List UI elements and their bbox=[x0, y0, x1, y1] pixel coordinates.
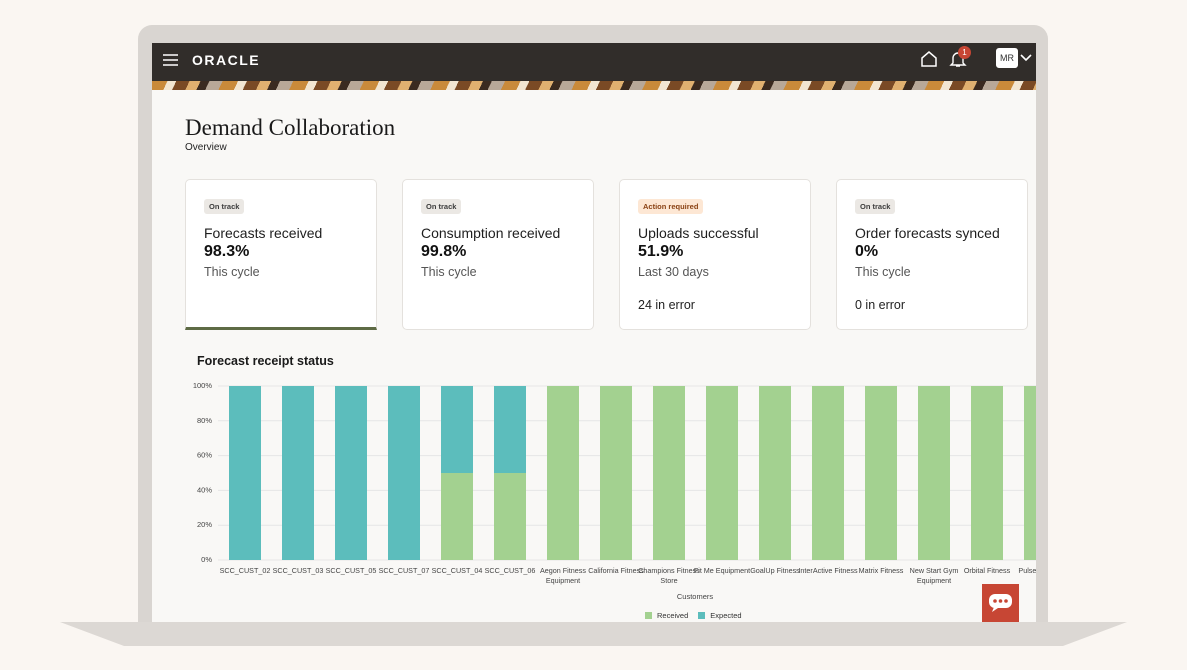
bar-segment bbox=[918, 386, 950, 560]
card-value: 0% bbox=[855, 243, 879, 260]
card-title: Uploads successful bbox=[638, 225, 759, 241]
y-tick-label: 60% bbox=[197, 451, 212, 460]
bar-segment bbox=[335, 386, 367, 560]
card-period: This cycle bbox=[421, 265, 477, 279]
notification-badge: 1 bbox=[958, 46, 971, 59]
card-title: Order forecasts synced bbox=[855, 225, 1000, 241]
bar-segment bbox=[494, 473, 526, 560]
x-tick-label: Orbital Fitness bbox=[963, 566, 1011, 575]
legend: Received Expected bbox=[645, 611, 742, 620]
bar-segment bbox=[759, 386, 791, 560]
card-detail: 24 in error bbox=[638, 298, 695, 312]
x-tick-label: SCC_CUST_03 bbox=[272, 566, 324, 575]
x-tick-label: SCC_CUST_04 bbox=[431, 566, 483, 575]
bar-segment bbox=[441, 386, 473, 473]
status-card[interactable]: On track Consumption received 99.8% This cy… bbox=[402, 179, 594, 330]
card-period: Last 30 days bbox=[638, 265, 709, 279]
home-button[interactable] bbox=[919, 49, 939, 69]
card-period: This cycle bbox=[855, 265, 911, 279]
decorative-banner bbox=[152, 81, 1036, 90]
chart: 0% 20% 40% 60% 80% 100% Customers Received Exp… bbox=[152, 340, 1036, 622]
x-tick-label: GoalUp Fitness bbox=[750, 566, 800, 575]
status-badge: On track bbox=[204, 199, 245, 214]
bar-segment bbox=[706, 386, 738, 560]
x-tick-label: California Fitness bbox=[588, 566, 644, 575]
legend-item: Received bbox=[645, 611, 688, 620]
status-badge: On track bbox=[421, 199, 462, 214]
status-card[interactable]: Action required Uploads successful 51.9% La… bbox=[619, 179, 811, 330]
bar-segment bbox=[865, 386, 897, 560]
screen: ORACLE 1 MR Demand Collaboration Overvie… bbox=[152, 43, 1036, 622]
status-badge: On track bbox=[855, 199, 896, 214]
page-subtitle: Overview bbox=[185, 142, 227, 153]
x-tick-label: SCC_CUST_06 bbox=[484, 566, 536, 575]
chart-svg: 0% 20% 40% 60% 80% 100% bbox=[193, 381, 1036, 564]
x-tick-label: Pulse Fitness bbox=[1018, 566, 1036, 575]
legend-label: Received bbox=[657, 611, 689, 620]
y-tick-label: 0% bbox=[201, 555, 212, 564]
x-tick-label: Fit Me Equipment bbox=[693, 566, 751, 575]
x-tick-label: InterActive Fitness bbox=[798, 566, 858, 575]
bar-segment bbox=[812, 386, 844, 560]
bar-segment bbox=[971, 386, 1003, 560]
legend-label: Expected bbox=[710, 611, 742, 620]
bar-segment bbox=[653, 386, 685, 560]
x-tick-label: SCC_CUST_05 bbox=[325, 566, 377, 575]
bar-segment bbox=[547, 386, 579, 560]
user-avatar[interactable]: MR bbox=[996, 48, 1018, 68]
top-bar: ORACLE 1 MR bbox=[152, 43, 1036, 81]
bar-segment bbox=[494, 386, 526, 473]
y-tick-label: 100% bbox=[193, 381, 213, 390]
menu-button[interactable] bbox=[162, 53, 180, 67]
page-title: Demand Collaboration bbox=[185, 115, 396, 140]
bar-segment bbox=[229, 386, 261, 560]
x-tick-label: SCC_CUST_07 bbox=[378, 566, 430, 575]
x-axis-title: Customers bbox=[676, 592, 714, 601]
legend-swatch bbox=[698, 612, 706, 619]
status-card[interactable]: On track Order forecasts synced 0% This cyc… bbox=[836, 179, 1028, 330]
bar-segment bbox=[282, 386, 314, 560]
bar-segment bbox=[1024, 386, 1036, 560]
card-value: 99.8% bbox=[421, 243, 467, 260]
status-badge: Action required bbox=[638, 199, 704, 214]
logo[interactable]: ORACLE bbox=[192, 52, 261, 68]
card-detail: 0 in error bbox=[855, 298, 906, 312]
card-title: Consumption received bbox=[421, 225, 561, 241]
x-tick-label: Champions Fitness Store bbox=[638, 566, 700, 585]
bar-segment bbox=[441, 473, 473, 560]
chat-button[interactable] bbox=[982, 584, 1019, 622]
chart-title: Forecast receipt status bbox=[197, 354, 334, 368]
y-tick-label: 80% bbox=[197, 416, 212, 425]
legend-swatch bbox=[645, 612, 652, 619]
x-tick-label: New Start Gym Equipment bbox=[909, 566, 959, 585]
user-menu-chevron[interactable] bbox=[1020, 53, 1032, 63]
x-tick-label: Matrix Fitness bbox=[858, 566, 904, 575]
card-title: Forecasts received bbox=[204, 225, 323, 241]
y-tick-label: 20% bbox=[197, 520, 212, 529]
bar-segment bbox=[600, 386, 632, 560]
card-period: This cycle bbox=[204, 265, 260, 279]
x-tick-label: Aegon Fitness Equipment bbox=[540, 566, 586, 585]
status-card[interactable]: On track Forecasts received 98.3% This cycl… bbox=[185, 179, 377, 330]
card-value: 51.9% bbox=[638, 243, 684, 260]
legend-item: Expected bbox=[698, 611, 742, 620]
x-tick-label: SCC_CUST_02 bbox=[219, 566, 271, 575]
bar-segment bbox=[388, 386, 420, 560]
device-base bbox=[60, 622, 1127, 646]
y-tick-label: 40% bbox=[197, 485, 212, 494]
card-value: 98.3% bbox=[204, 243, 250, 260]
